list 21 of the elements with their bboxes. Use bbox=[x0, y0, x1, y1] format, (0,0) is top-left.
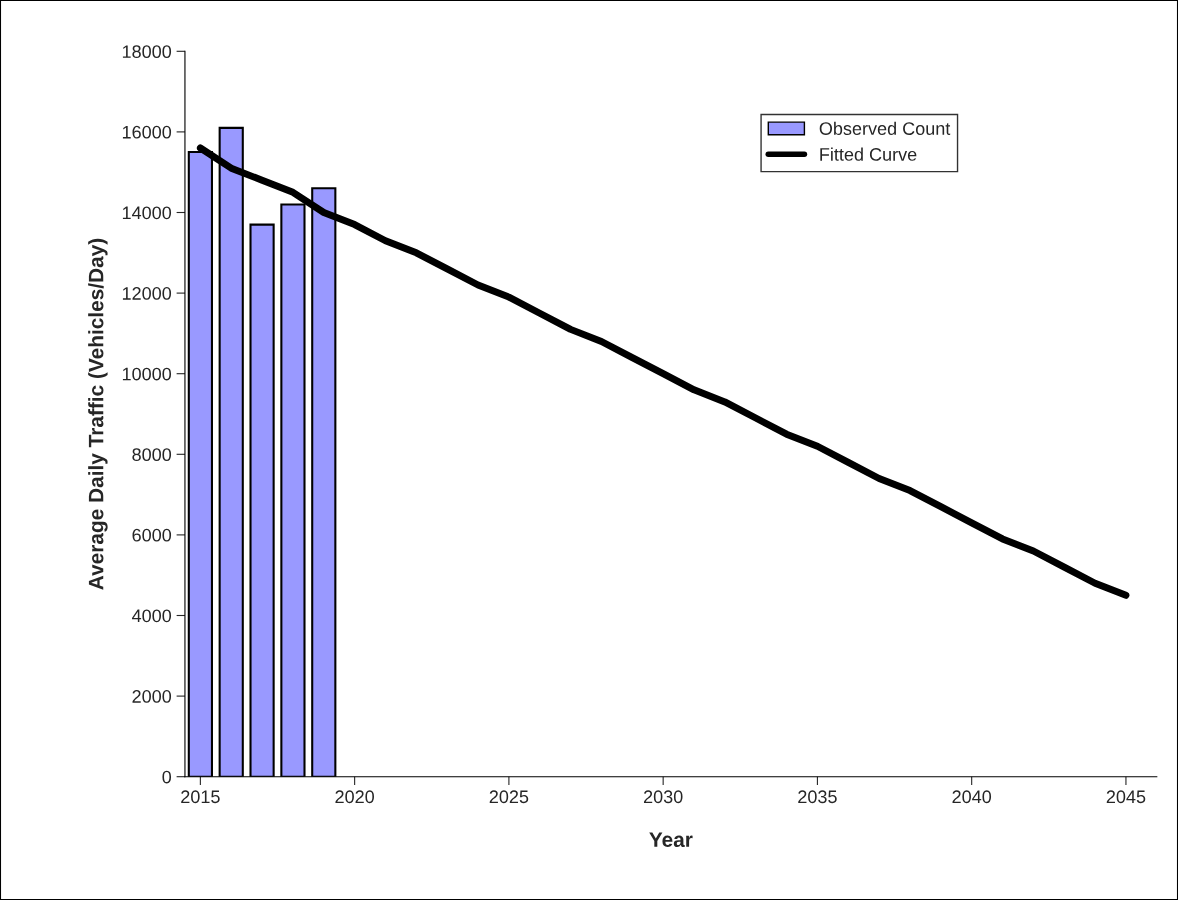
y-axis-title: Average Daily Traffic (Vehicles/Day) bbox=[88, 238, 108, 590]
x-tick-label: 2020 bbox=[335, 790, 375, 804]
x-tick-label: 2040 bbox=[952, 790, 992, 804]
x-tick-label: 2035 bbox=[798, 790, 837, 804]
y-tick-label: 2000 bbox=[132, 690, 172, 703]
legend-label: Fitted Curve bbox=[820, 147, 917, 161]
y-tick-label: 16000 bbox=[122, 125, 172, 139]
y-tick-label: 8000 bbox=[132, 448, 172, 462]
y-tick-label: 14000 bbox=[122, 206, 172, 220]
y-tick-label: 4000 bbox=[132, 609, 172, 623]
y-tick-label: 6000 bbox=[132, 528, 172, 542]
x-tick-label: 2025 bbox=[489, 790, 529, 804]
y-tick-label: 10000 bbox=[122, 367, 172, 381]
y-tick-label: 18000 bbox=[122, 45, 172, 59]
x-axis-title: Year bbox=[649, 832, 693, 848]
x-tick-label: 2030 bbox=[643, 790, 683, 804]
x-tick-label: 2045 bbox=[1106, 790, 1146, 804]
legend-label: Observed Count bbox=[819, 121, 951, 135]
y-tick-label: 0 bbox=[162, 770, 172, 784]
y-tick-label: 12000 bbox=[122, 287, 172, 300]
x-tick-label: 2015 bbox=[181, 790, 220, 804]
